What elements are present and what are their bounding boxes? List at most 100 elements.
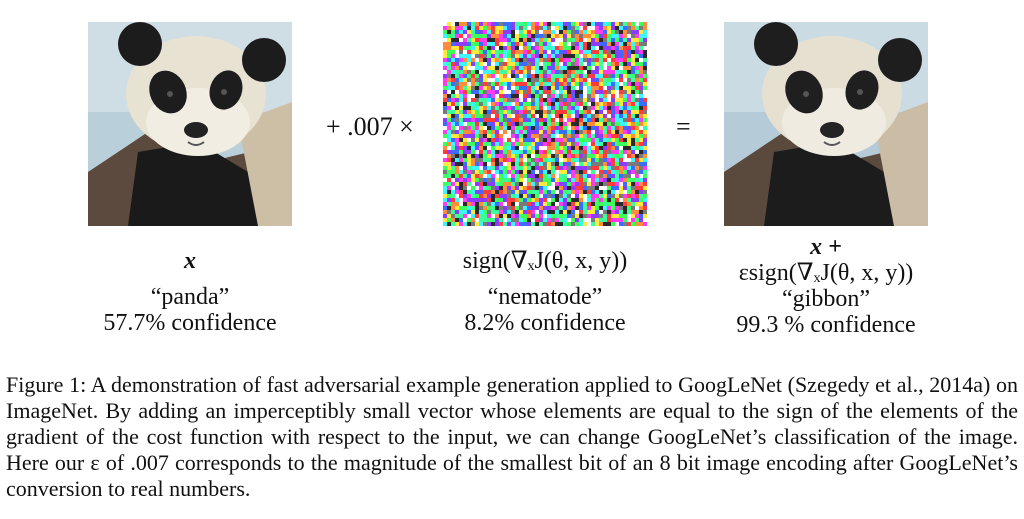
noise-pixel <box>507 158 511 162</box>
noise-pixel <box>543 66 547 70</box>
noise-pixel <box>487 142 491 146</box>
noise-pixel <box>459 206 463 210</box>
noise-pixel <box>491 178 495 182</box>
noise-pixel <box>455 198 459 202</box>
noise-pixel <box>627 198 631 202</box>
noise-pixel <box>531 118 535 122</box>
noise-pixel <box>591 142 595 146</box>
noise-pixel <box>603 114 607 118</box>
noise-pixel <box>507 198 511 202</box>
noise-pixel <box>491 118 495 122</box>
noise-pixel <box>555 110 559 114</box>
noise-pixel <box>547 214 551 218</box>
noise-pixel <box>583 170 587 174</box>
noise-pixel <box>479 198 483 202</box>
noise-pixel <box>487 202 491 206</box>
noise-pixel <box>603 206 607 210</box>
noise-pixel <box>539 214 543 218</box>
noise-pixel <box>635 54 639 58</box>
noise-pixel <box>611 42 615 46</box>
noise-pixel <box>487 170 491 174</box>
noise-pixel <box>519 222 523 226</box>
noise-pixel <box>543 222 547 226</box>
noise-pixel <box>611 78 615 82</box>
noise-pixel <box>531 150 535 154</box>
noise-pixel <box>551 178 555 182</box>
noise-pixel <box>491 110 495 114</box>
noise-pixel <box>635 210 639 214</box>
noise-pixel <box>471 62 475 66</box>
noise-pixel <box>499 30 503 34</box>
noise-pixel <box>519 110 523 114</box>
noise-pixel <box>471 178 475 182</box>
noise-pixel <box>479 178 483 182</box>
noise-pixel <box>487 166 491 170</box>
noise-pixel <box>603 22 607 26</box>
noise-pixel <box>527 62 531 66</box>
noise-pixel <box>499 126 503 130</box>
noise-pixel <box>591 154 595 158</box>
noise-pixel <box>543 202 547 206</box>
noise-pixel <box>475 86 479 90</box>
noise-pixel <box>507 82 511 86</box>
noise-pixel <box>611 70 615 74</box>
noise-pixel <box>527 202 531 206</box>
noise-pixel <box>603 150 607 154</box>
noise-pixel <box>591 54 595 58</box>
noise-pixel <box>527 194 531 198</box>
noise-pixel <box>583 150 587 154</box>
noise-pixel <box>479 46 483 50</box>
noise-pixel <box>599 38 603 42</box>
noise-pixel <box>539 34 543 38</box>
noise-pixel <box>643 70 647 74</box>
noise-pixel <box>563 178 567 182</box>
noise-pixel <box>451 118 455 122</box>
noise-pixel <box>635 182 639 186</box>
noise-pixel <box>619 206 623 210</box>
noise-pixel <box>607 82 611 86</box>
noise-pixel <box>459 210 463 214</box>
noise-pixel <box>607 30 611 34</box>
noise-pixel <box>547 38 551 42</box>
noise-pixel <box>583 190 587 194</box>
noise-pixel <box>611 146 615 150</box>
noise-pixel <box>587 222 591 226</box>
noise-pixel <box>615 34 619 38</box>
noise-pixel <box>635 74 639 78</box>
noise-pixel <box>547 114 551 118</box>
noise-pixel <box>611 110 615 114</box>
noise-pixel <box>643 194 647 198</box>
noise-pixel <box>631 46 635 50</box>
noise-pixel <box>443 154 447 158</box>
noise-pixel <box>563 90 567 94</box>
noise-pixel <box>499 138 503 142</box>
noise-pixel <box>491 174 495 178</box>
noise-pixel <box>459 186 463 190</box>
noise-pixel <box>567 218 571 222</box>
noise-pixel <box>635 30 639 34</box>
noise-pixel <box>543 206 547 210</box>
noise-pixel <box>591 182 595 186</box>
noise-pixel <box>591 34 595 38</box>
noise-pixel <box>579 162 583 166</box>
noise-pixel <box>643 46 647 50</box>
noise-pixel <box>479 166 483 170</box>
noise-pixel <box>527 26 531 30</box>
noise-pixel <box>519 170 523 174</box>
noise-pixel <box>487 74 491 78</box>
noise-pixel <box>515 114 519 118</box>
noise-pixel <box>479 74 483 78</box>
noise-pixel <box>543 186 547 190</box>
noise-pixel <box>511 38 515 42</box>
noise-pixel <box>563 182 567 186</box>
noise-pixel <box>523 114 527 118</box>
noise-pixel <box>555 214 559 218</box>
noise-pixel <box>607 166 611 170</box>
noise-pixel <box>467 22 471 26</box>
noise-pixel <box>619 114 623 118</box>
noise-pixel <box>635 130 639 134</box>
noise-pixel <box>567 66 571 70</box>
noise-pixel <box>595 138 599 142</box>
noise-pixel <box>599 186 603 190</box>
noise-pixel <box>463 158 467 162</box>
